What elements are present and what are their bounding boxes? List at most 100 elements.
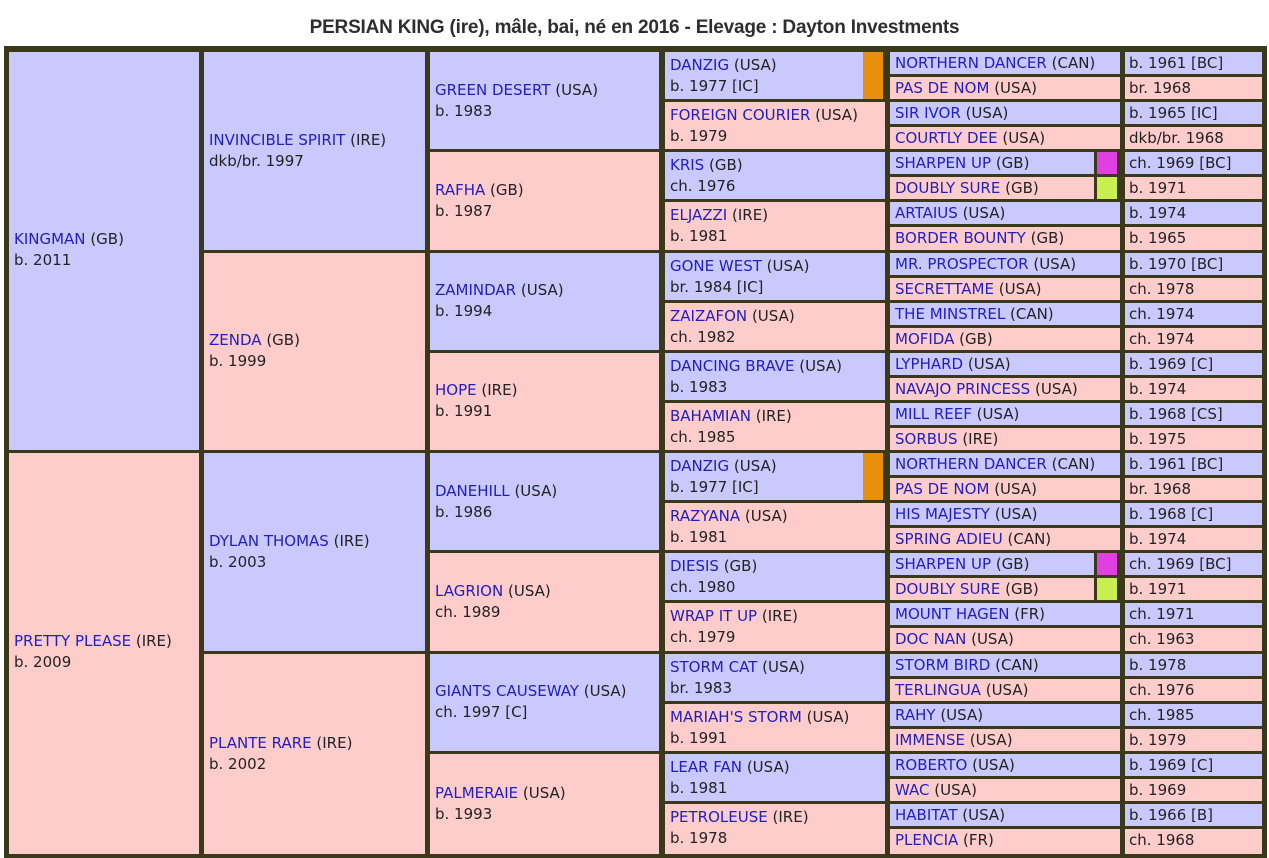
horse-name-link[interactable]: LAGRION [435, 581, 504, 600]
horse-country: (USA) [994, 79, 1037, 98]
horse-name-link[interactable]: RAHY [895, 705, 936, 724]
horse-name-link[interactable]: SORBUS [895, 429, 958, 448]
horse-name-link[interactable]: BORDER BOUNTY [895, 229, 1026, 248]
horse-info-cell: br. 1968 [1125, 478, 1262, 501]
horse-name-link[interactable]: TERLINGUA [895, 680, 981, 699]
horse-name-link[interactable]: IMMENSE [895, 730, 966, 749]
horse-name-link[interactable]: LYPHARD [895, 354, 964, 373]
horse-name-link[interactable]: COURTLY DEE [895, 129, 998, 148]
horse-info-cell: b. 1965 [IC] [1125, 102, 1262, 125]
horse-name-link[interactable]: ARTAIUS [895, 204, 958, 223]
horse-name-link[interactable]: DIESIS [670, 557, 719, 576]
horse-name-link[interactable]: HOPE [435, 381, 477, 400]
horse-name-link[interactable]: DOUBLY SURE [895, 580, 1001, 599]
horse-name-link[interactable]: BAHAMIAN [670, 406, 751, 425]
horse-name-link[interactable]: NAVAJO PRINCESS [895, 379, 1031, 398]
pedigree-cell-g5: NAVAJO PRINCESS (USA) [890, 377, 1120, 400]
horse-country: (USA) [514, 481, 558, 500]
horse-name-link[interactable]: PALMERAIE [435, 783, 519, 802]
horse-name-link[interactable]: GREEN DESERT [435, 80, 551, 99]
horse-name-link[interactable]: ELJAZZI [670, 206, 728, 225]
horse-country: (USA) [962, 805, 1006, 824]
horse-name-link[interactable]: ZENDA [209, 331, 262, 350]
horse-country: (USA) [762, 657, 805, 676]
pedigree-cell-g4: WRAP IT UP (IRE) ch. 1979 [665, 603, 885, 651]
horse-info-cell: b. 1974 [1125, 377, 1262, 400]
horse-info: b. 1986 [435, 502, 493, 521]
horse-info: br. 1968 [1129, 480, 1192, 499]
horse-name-link[interactable]: WRAP IT UP [670, 607, 758, 626]
horse-name-line: GONE WEST (USA) [670, 256, 880, 277]
horse-name-link[interactable]: FOREIGN COURIER [670, 106, 811, 125]
horse-name-link[interactable]: MARIAH'S STORM [670, 707, 802, 726]
horse-name-link[interactable]: HABITAT [895, 805, 958, 824]
horse-name-link[interactable]: WAC [895, 780, 930, 799]
pedigree-cell-g3: LAGRION (USA) ch. 1989 [430, 553, 659, 651]
horse-country: (USA) [998, 279, 1042, 298]
horse-country: (GB) [90, 229, 124, 248]
horse-name-line: INVINCIBLE SPIRIT (IRE) [209, 130, 420, 151]
horse-name-link[interactable]: NORTHERN DANCER [895, 455, 1047, 473]
horse-name-link[interactable]: SHARPEN UP [895, 555, 992, 574]
horse-name-link[interactable]: DANCING BRAVE [670, 356, 795, 375]
horse-name-link[interactable]: ZAIZAFON [670, 306, 748, 325]
horse-name-line: DANEHILL (USA) [435, 481, 654, 502]
horse-country: (USA) [766, 256, 810, 275]
horse-name-link[interactable]: MOFIDA [895, 329, 955, 348]
horse-name-link[interactable]: SPRING ADIEU [895, 530, 1003, 549]
horse-name-link[interactable]: MOUNT HAGEN [895, 605, 1010, 624]
horse-name-line: PETROLEUSE (IRE) [670, 807, 880, 828]
horse-name-link[interactable]: INVINCIBLE SPIRIT [209, 130, 346, 149]
horse-country: (USA) [994, 505, 1038, 524]
horse-country: (USA) [746, 757, 790, 776]
horse-name-link[interactable]: STORM BIRD [895, 655, 991, 674]
horse-name-line: WRAP IT UP (IRE) [670, 606, 880, 627]
horse-name-link[interactable]: SHARPEN UP [895, 154, 992, 173]
horse-name-link[interactable]: ROBERTO [895, 755, 968, 774]
horse-name-line: GREEN DESERT (USA) [435, 80, 654, 101]
horse-name-link[interactable]: PETROLEUSE [670, 807, 768, 826]
horse-name-link[interactable]: PLENCIA [895, 830, 959, 849]
pedigree-cell-g2: PLANTE RARE (IRE) b. 2002 [204, 653, 425, 854]
horse-name-link[interactable]: THE MINSTREL [895, 304, 1006, 323]
horse-name-link[interactable]: PRETTY PLEASE [14, 632, 132, 650]
horse-name-link[interactable]: STORM CAT [670, 657, 758, 676]
horse-info: b. 1981 [670, 778, 728, 797]
horse-country: (USA) [751, 306, 795, 325]
horse-info: b. 2009 [14, 653, 72, 671]
horse-name-link[interactable]: SECRETTAME [895, 279, 994, 298]
horse-name-link[interactable]: GIANTS CAUSEWAY [435, 682, 579, 701]
horse-name-link[interactable]: KINGMAN [14, 229, 86, 248]
horse-name-link[interactable]: DANZIG [670, 457, 730, 475]
horse-name-link[interactable]: DYLAN THOMAS [209, 531, 329, 550]
horse-name-link[interactable]: KRIS [670, 156, 705, 175]
horse-country: (GB) [709, 156, 743, 175]
pedigree-cell-g4: GONE WEST (USA) br. 1984 [IC] [665, 252, 885, 300]
horse-info-cell: b. 1974 [1125, 528, 1262, 551]
horse-info: ch. 1980 [670, 578, 736, 597]
horse-info-cell: b. 1968 [CS] [1125, 402, 1262, 425]
horse-name-link[interactable]: PAS DE NOM [895, 79, 990, 98]
horse-name-link[interactable]: LEAR FAN [670, 757, 743, 776]
horse-name-link[interactable]: NORTHERN DANCER [895, 54, 1047, 72]
horse-name-link[interactable]: DOUBLY SURE [895, 179, 1001, 198]
horse-name-link[interactable]: RAZYANA [670, 507, 741, 526]
horse-name-link[interactable]: RAFHA [435, 180, 486, 199]
horse-name-link[interactable]: MILL REEF [895, 404, 972, 423]
horse-name-link[interactable]: PLANTE RARE [209, 733, 312, 752]
horse-name-link[interactable]: SIR IVOR [895, 104, 961, 123]
pedigree-cell-g3: DANEHILL (USA) b. 1986 [430, 453, 659, 551]
horse-name-link[interactable]: DOC NAN [895, 630, 967, 649]
horse-name-link[interactable]: DANZIG [670, 56, 730, 74]
pedigree-cell-g3: GIANTS CAUSEWAY (USA) ch. 1997 [C] [430, 653, 659, 751]
horse-info-cell: b. 1969 [1125, 778, 1262, 801]
horse-info: b. 1975 [1129, 429, 1187, 448]
pedigree-cell-g5: SORBUS (IRE) [890, 427, 1120, 450]
horse-name-link[interactable]: HIS MAJESTY [895, 505, 990, 524]
horse-name-link[interactable]: ZAMINDAR [435, 281, 517, 300]
horse-name-link[interactable]: MR. PROSPECTOR [895, 254, 1029, 273]
horse-name-link[interactable]: GONE WEST [670, 256, 762, 275]
horse-name-link[interactable]: PAS DE NOM [895, 480, 990, 499]
horse-name-link[interactable]: DANEHILL [435, 481, 510, 500]
horse-country: (USA) [1033, 254, 1077, 273]
